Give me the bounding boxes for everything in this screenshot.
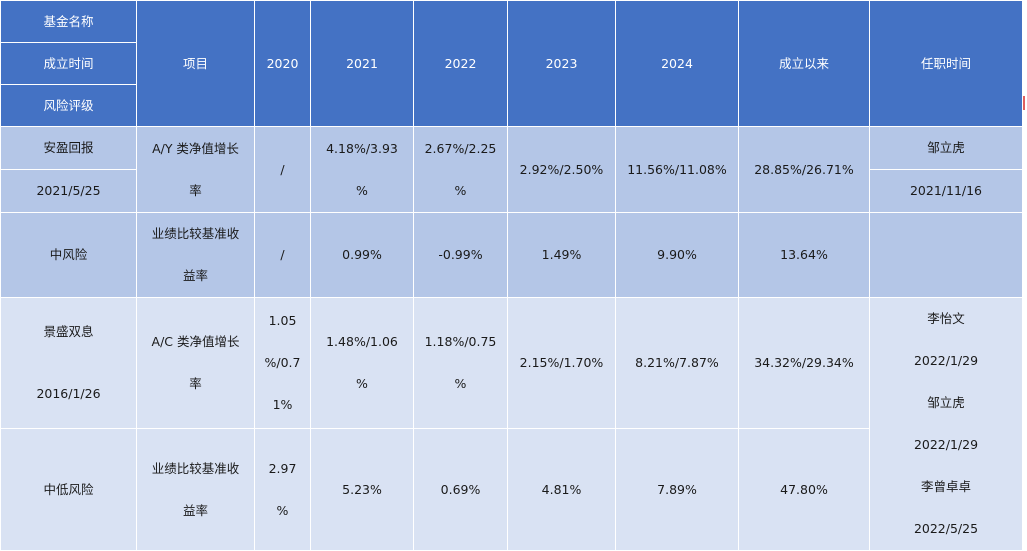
fund2-row2-2024: 7.89%	[615, 428, 739, 551]
fund2-row1-2024: 8.21%/7.87%	[615, 296, 739, 430]
table-row: 中风险 业绩比较基准收 益率 / 0.99% -0.99% 1.49% 9.90%…	[0, 212, 1023, 298]
fund1-row2-2023: 1.49%	[507, 212, 616, 298]
fund2-risk: 中低风险	[0, 428, 137, 551]
fund2-row2-2023: 4.81%	[507, 428, 616, 551]
table-row: 中低风险 业绩比较基准收 益率 2.97% 5.23% 0.69% 4.81% 7…	[0, 428, 1023, 551]
header-risk-level: 风险评级	[0, 84, 137, 127]
fund2-row1-2020: 1.05 %/0.7 1%	[254, 296, 311, 430]
header-2021: 2021	[310, 0, 414, 127]
header-established: 成立时间	[0, 42, 137, 85]
edge-marker	[1023, 96, 1025, 110]
fund1-row2-2022: -0.99%	[413, 212, 508, 298]
fund1-row1-since: 28.85%/26.71%	[738, 126, 870, 213]
fund1-manager: 邹立虎	[869, 126, 1023, 170]
fund2-row1-2021: 1.48%/1.06%	[310, 296, 414, 430]
fund1-row2-since: 13.64%	[738, 212, 870, 298]
fund1-name: 安盈回报	[0, 126, 137, 170]
fund1-date: 2021/5/25	[0, 169, 137, 213]
header-2022: 2022	[413, 0, 508, 127]
fund2-row1-item: A/C 类净值增长率	[136, 296, 255, 430]
header-tenure: 任职时间	[869, 0, 1023, 127]
fund2-row2-since: 47.80%	[738, 428, 870, 551]
fund2-row1-2023: 2.15%/1.70%	[507, 296, 616, 430]
fund1-row1-item: A/Y 类净值增长率	[136, 126, 255, 213]
table-row: 景盛双息 2016/1/26 A/C 类净值增长率 1.05 %/0.7 1% 1.4…	[0, 296, 1023, 551]
fund1-row1-2022: 2.67%/2.25%	[413, 126, 508, 213]
fund2-row2-2021: 5.23%	[310, 428, 414, 551]
fund1-row2-item: 业绩比较基准收 益率	[136, 212, 255, 298]
fund1-row1-2023: 2.92%/2.50%	[507, 126, 616, 213]
fund2-name-date: 景盛双息 2016/1/26	[0, 296, 137, 430]
header-2024: 2024	[615, 0, 739, 127]
fund1-row2-2020: /	[254, 212, 311, 298]
fund1-row1-2020: /	[254, 126, 311, 213]
header-item: 项目	[136, 0, 255, 127]
fund1-row2-2021: 0.99%	[310, 212, 414, 298]
header-fund-name: 基金名称	[0, 0, 137, 43]
fund1-row2-2024: 9.90%	[615, 212, 739, 298]
header-since-inception: 成立以来	[738, 0, 870, 127]
fund2-row2-2020: 2.97%	[254, 428, 311, 551]
header-2020: 2020	[254, 0, 311, 127]
fund1-manager-date: 2021/11/16	[869, 169, 1023, 213]
header-row: 基金名称 项目 2020 2021 2022 2023 2024 成立以来 任职…	[0, 0, 1023, 127]
fund2-row2-2022: 0.69%	[413, 428, 508, 551]
fund2-row2-item: 业绩比较基准收 益率	[136, 428, 255, 551]
fund1-row1-2021: 4.18%/3.93%	[310, 126, 414, 213]
fund2-row1-since: 34.32%/29.34%	[738, 296, 870, 430]
fund2-row1-2022: 1.18%/0.75%	[413, 296, 508, 430]
table-row: 安盈回报 A/Y 类净值增长率 / 4.18%/3.93% 2.67%/2.25…	[0, 126, 1023, 213]
fund1-row1-2024: 11.56%/11.08%	[615, 126, 739, 213]
fund2-managers: 李怡文 2022/1/29 邹立虎 2022/1/29 李曾卓卓 2022/5/…	[869, 297, 1023, 551]
fund1-risk: 中风险	[0, 212, 137, 298]
fund1-row2-tenure	[869, 212, 1023, 298]
header-2023: 2023	[507, 0, 616, 127]
